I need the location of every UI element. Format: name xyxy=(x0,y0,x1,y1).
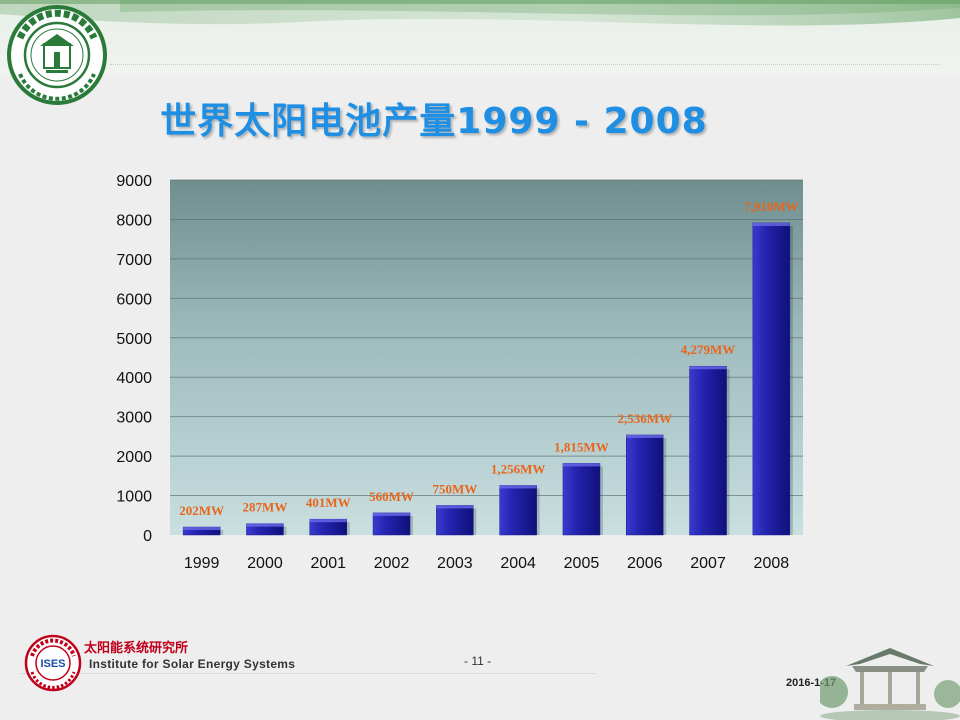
slide-title: 世界太阳电池产量1999 - 2008 xyxy=(160,101,708,142)
bar-highlight xyxy=(689,366,727,370)
bar-labels: 202MW 287MW 401MW 560MW 750MW 1,256MW 1,815MW 2… xyxy=(179,199,798,518)
x-tick-label: 2005 xyxy=(564,555,600,572)
bars xyxy=(182,222,793,536)
footer-institute-cn: 太阳能系统研究所 xyxy=(84,641,189,656)
ises-seal-text: ISES xyxy=(40,658,65,670)
y-tick-label: 3000 xyxy=(116,410,152,427)
bar-data-label: 560MW xyxy=(369,489,414,504)
y-tick-label: 6000 xyxy=(116,291,152,308)
bar xyxy=(499,485,537,536)
header-wave-decoration xyxy=(0,0,960,26)
bar xyxy=(689,365,727,536)
y-tick-label: 2000 xyxy=(116,449,152,466)
bar-highlight xyxy=(436,505,474,509)
bar xyxy=(752,222,791,536)
x-tick-label: 2003 xyxy=(437,555,473,572)
footer-rule xyxy=(20,673,595,674)
page-number: - 11 - xyxy=(464,654,492,668)
x-axis-ticks: 1999 2000 2001 2002 2003 2004 2005 2006 2007 2008 xyxy=(184,555,789,572)
y-tick-label: 9000 xyxy=(116,173,152,190)
header-band xyxy=(0,0,960,75)
bar-highlight xyxy=(752,222,790,226)
y-tick-label: 7000 xyxy=(116,252,152,269)
bar-highlight xyxy=(246,523,284,527)
y-tick-label: 1000 xyxy=(116,489,152,506)
bar-data-label: 401MW xyxy=(306,495,351,510)
bar-data-label: 7,910MW xyxy=(744,199,799,214)
y-tick-label: 8000 xyxy=(116,212,152,229)
x-tick-label: 2007 xyxy=(690,555,726,572)
footer-institute-en: Institute for Solar Energy Systems xyxy=(89,657,296,671)
bar xyxy=(562,463,601,536)
bar-highlight xyxy=(309,519,347,523)
x-tick-label: 2002 xyxy=(374,555,410,572)
sun-yat-sen-university-logo xyxy=(7,5,107,105)
x-tick-label: 2008 xyxy=(754,555,790,572)
bar xyxy=(372,512,411,536)
bar-highlight xyxy=(183,527,221,531)
bar-highlight xyxy=(626,434,664,438)
x-tick-label: 2006 xyxy=(627,555,663,572)
x-tick-label: 2004 xyxy=(500,555,536,572)
x-tick-label: 1999 xyxy=(184,555,220,572)
ises-seal-logo: ISES xyxy=(24,634,82,692)
pavilion-decoration xyxy=(820,648,960,720)
y-tick-label: 4000 xyxy=(116,370,152,387)
y-tick-label: 0 xyxy=(143,528,152,545)
x-tick-label: 2000 xyxy=(247,555,283,572)
x-tick-label: 2001 xyxy=(310,555,346,572)
bar-data-label: 4,279MW xyxy=(681,342,736,357)
bar-data-label: 1,815MW xyxy=(554,439,609,454)
bar-data-label: 750MW xyxy=(432,481,477,496)
bar xyxy=(436,505,474,536)
bar-highlight xyxy=(562,463,600,467)
bar-highlight xyxy=(373,512,411,516)
y-axis-ticks: 0 1000 2000 3000 4000 5000 6000 7000 8000 9000 xyxy=(116,173,152,545)
header-rule xyxy=(110,64,940,65)
bar-highlight xyxy=(499,485,537,489)
y-tick-label: 5000 xyxy=(116,331,152,348)
bar-data-label: 1,256MW xyxy=(491,461,546,476)
bar-data-label: 287MW xyxy=(243,500,288,515)
bar xyxy=(626,434,664,536)
bar-data-label: 202MW xyxy=(179,503,224,518)
bar-data-label: 2,536MW xyxy=(617,411,672,426)
